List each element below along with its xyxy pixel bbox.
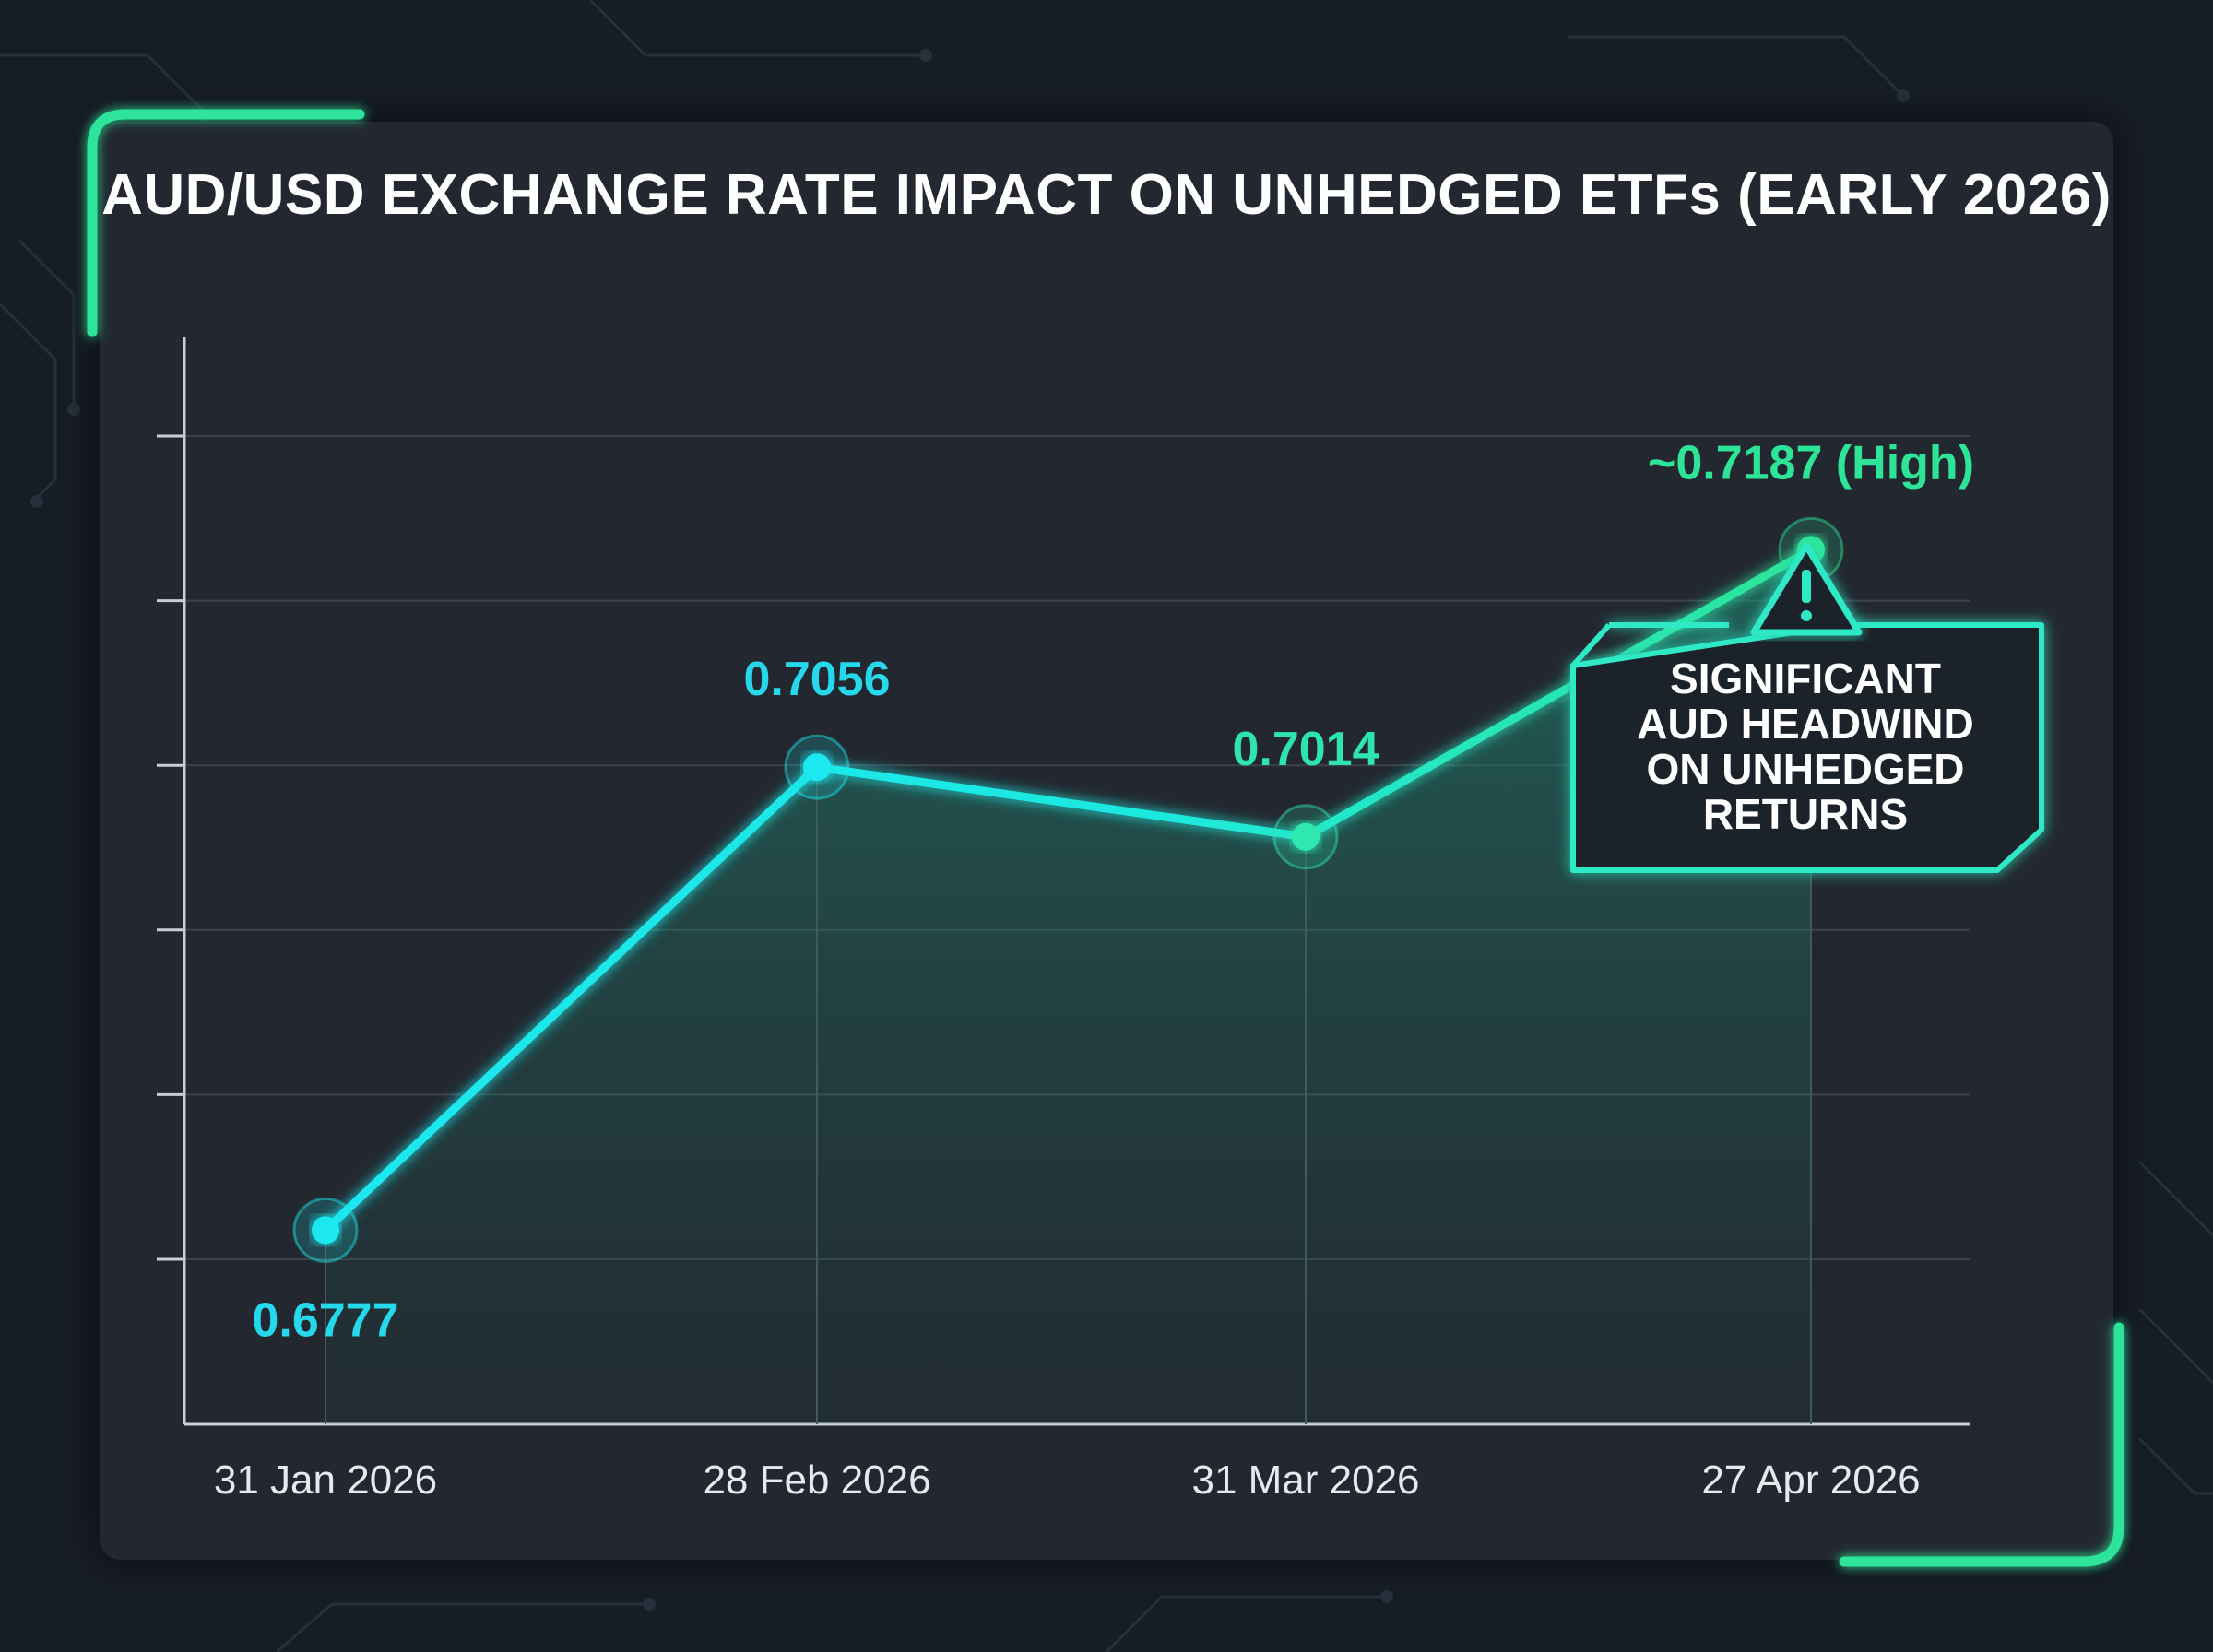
annotation-line: ON UNHEDGED xyxy=(1646,745,1965,793)
x-tick-label: 31 Jan 2026 xyxy=(214,1457,437,1503)
annotation-line: RETURNS xyxy=(1702,790,1909,838)
chart-title: AUD/USD EXCHANGE RATE IMPACT ON UNHEDGED… xyxy=(101,163,2112,227)
data-label: 0.6777 xyxy=(252,1293,398,1347)
data-point xyxy=(292,1197,359,1263)
series-line xyxy=(321,545,1816,1234)
x-tick-label: 27 Apr 2026 xyxy=(1701,1457,1920,1503)
data-label: 0.7056 xyxy=(743,653,890,706)
annotation-line: AUD HEADWIND xyxy=(1637,700,1974,748)
warning-icon xyxy=(1750,542,1863,636)
x-tick-labels: 31 Jan 2026 28 Feb 2026 31 Mar 2026 27 Apr … xyxy=(214,1457,1921,1503)
data-label: 0.7014 xyxy=(1232,723,1379,776)
annotation-line: SIGNIFICANT xyxy=(1670,655,1941,702)
data-point xyxy=(784,734,850,800)
x-tick-label: 31 Mar 2026 xyxy=(1191,1457,1419,1503)
data-label: ~0.7187 (High) xyxy=(1648,436,1974,490)
x-tick-label: 28 Feb 2026 xyxy=(703,1457,930,1503)
data-labels: 0.6777 0.7056 0.7014 ~0.7187 (High) xyxy=(252,436,1974,1347)
annotation-text: SIGNIFICANT AUD HEADWIND ON UNHEDGED RET… xyxy=(1579,656,2032,837)
data-point xyxy=(1272,804,1339,870)
area-fill xyxy=(325,549,1811,1424)
annotation-callout xyxy=(1570,542,2044,873)
